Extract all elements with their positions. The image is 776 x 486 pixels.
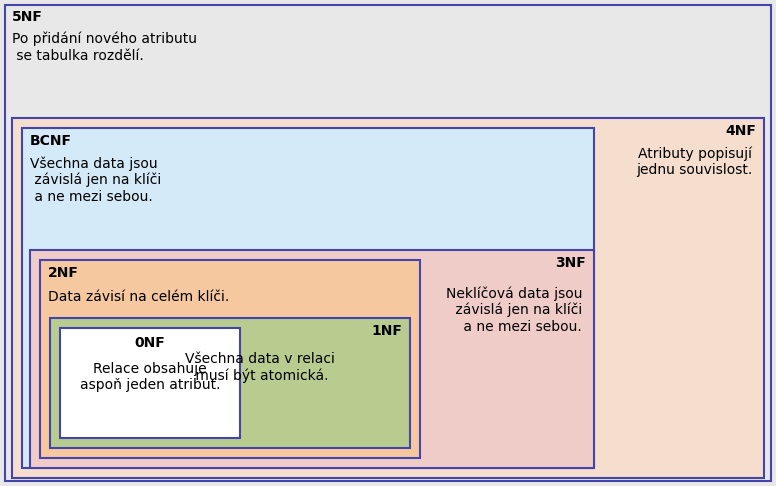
Text: Neklíčová data jsou
 závislá jen na klíči
 a ne mezi sebou.: Neklíčová data jsou závislá jen na klíči…: [445, 286, 582, 333]
Text: 2NF: 2NF: [48, 266, 79, 280]
FancyBboxPatch shape: [40, 260, 420, 458]
Text: 1NF: 1NF: [371, 324, 402, 338]
Text: Všechna data jsou
 závislá jen na klíči
 a ne mezi sebou.: Všechna data jsou závislá jen na klíči a…: [30, 156, 161, 204]
FancyBboxPatch shape: [5, 5, 771, 481]
Text: 3NF: 3NF: [556, 256, 586, 270]
Text: 0NF: 0NF: [134, 336, 165, 350]
Text: 5NF: 5NF: [12, 10, 43, 24]
Text: Atributy popisují
jednu souvislost.: Atributy popisují jednu souvislost.: [636, 146, 752, 177]
Text: Všechna data v relaci
 musí být atomická.: Všechna data v relaci musí být atomická.: [185, 352, 335, 383]
Text: Relace obsahuje
aspoň jeden atribut.: Relace obsahuje aspoň jeden atribut.: [80, 362, 220, 392]
Text: 4NF: 4NF: [725, 124, 756, 138]
Text: Po přidání nového atributu
 se tabulka rozdělí.: Po přidání nového atributu se tabulka ro…: [12, 32, 197, 63]
Text: Data závisí na celém klíči.: Data závisí na celém klíči.: [48, 290, 229, 304]
FancyBboxPatch shape: [50, 318, 410, 448]
FancyBboxPatch shape: [22, 128, 594, 468]
FancyBboxPatch shape: [60, 328, 240, 438]
FancyBboxPatch shape: [12, 118, 764, 478]
FancyBboxPatch shape: [30, 250, 594, 468]
Text: BCNF: BCNF: [30, 134, 72, 148]
